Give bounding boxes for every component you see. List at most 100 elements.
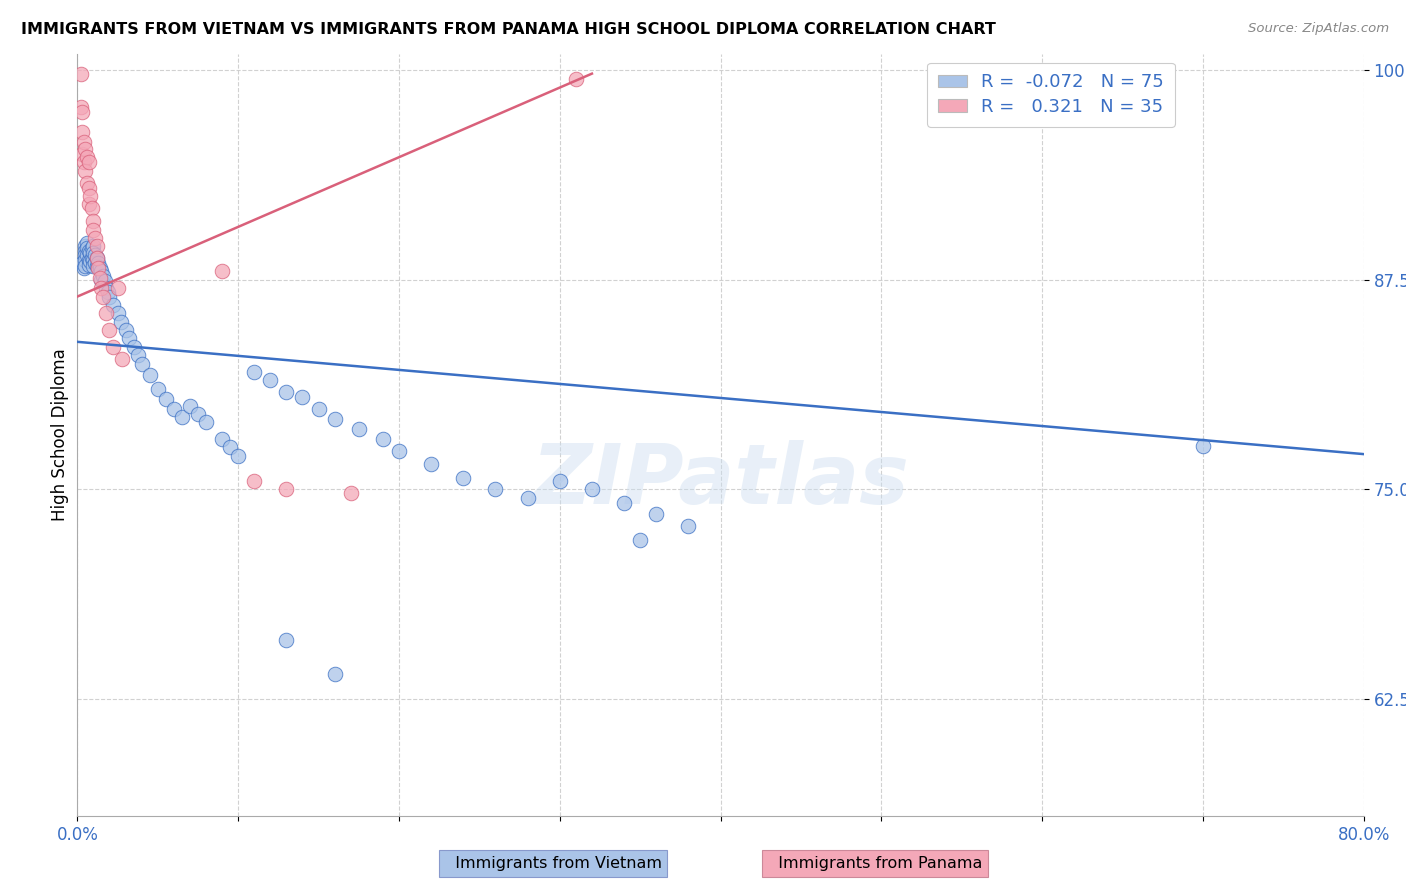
Point	[70, 256, 93, 270]
Point	[179, 399, 201, 413]
Point	[347, 422, 370, 436]
Point	[91, 269, 114, 284]
Point	[97, 285, 120, 299]
Point	[107, 306, 129, 320]
Point	[276, 483, 298, 497]
Point	[86, 251, 108, 265]
Point	[76, 151, 98, 165]
Point	[96, 306, 118, 320]
Text: IMMIGRANTS FROM VIETNAM VS IMMIGRANTS FROM PANAMA HIGH SCHOOL DIPLOMA CORRELATIO: IMMIGRANTS FROM VIETNAM VS IMMIGRANTS FR…	[21, 22, 995, 37]
Point	[107, 281, 129, 295]
Point	[77, 244, 100, 259]
Point	[645, 508, 668, 522]
Point	[75, 239, 97, 253]
Point	[111, 351, 134, 366]
Point	[77, 197, 100, 211]
Point	[678, 519, 700, 533]
Point	[91, 289, 114, 303]
Point	[82, 260, 104, 274]
Point	[194, 415, 217, 429]
Point	[93, 275, 115, 289]
Text: Immigrants from Panama: Immigrants from Panama	[768, 856, 983, 871]
Text: Immigrants from Vietnam: Immigrants from Vietnam	[444, 856, 662, 871]
Point	[76, 235, 98, 250]
Point	[187, 407, 209, 421]
Point	[73, 261, 96, 276]
Point	[581, 483, 603, 497]
Point	[70, 125, 93, 139]
Point	[70, 105, 93, 120]
Point	[101, 298, 124, 312]
Point	[69, 67, 91, 81]
Point	[276, 633, 298, 648]
Point	[84, 247, 107, 261]
Point	[516, 491, 538, 505]
Point	[69, 100, 91, 114]
Point	[628, 533, 651, 547]
Point	[73, 155, 96, 169]
Point	[80, 241, 103, 255]
Point	[96, 281, 118, 295]
Point	[323, 412, 346, 426]
Point	[388, 443, 411, 458]
Text: ZIPatlas: ZIPatlas	[531, 440, 910, 521]
Point	[243, 474, 266, 488]
Point	[77, 258, 100, 272]
Point	[75, 247, 97, 261]
Point	[339, 485, 361, 500]
Point	[87, 261, 110, 276]
Point	[90, 264, 112, 278]
Point	[73, 136, 96, 150]
Point	[98, 289, 121, 303]
Point	[89, 261, 111, 276]
Point	[75, 164, 97, 178]
Point	[79, 254, 101, 268]
Point	[371, 432, 394, 446]
Point	[79, 189, 101, 203]
Point	[101, 340, 124, 354]
Point	[76, 176, 98, 190]
Point	[308, 401, 330, 416]
Point	[86, 260, 108, 274]
Point	[226, 449, 249, 463]
Point	[453, 470, 475, 484]
Point	[84, 256, 107, 270]
Point	[613, 496, 636, 510]
Text: Source: ZipAtlas.com: Source: ZipAtlas.com	[1249, 22, 1389, 36]
Point	[90, 273, 112, 287]
Point	[98, 323, 121, 337]
Point	[118, 331, 141, 345]
Point	[76, 247, 98, 261]
Point	[82, 214, 104, 228]
Point	[259, 373, 281, 387]
Point	[82, 252, 104, 267]
Point	[75, 260, 97, 274]
Legend: R =  -0.072   N = 75, R =   0.321   N = 35: R = -0.072 N = 75, R = 0.321 N = 35	[927, 62, 1174, 127]
Point	[110, 315, 132, 329]
Point	[82, 239, 104, 253]
Point	[291, 390, 314, 404]
Point	[84, 231, 107, 245]
Point	[70, 147, 93, 161]
Point	[86, 251, 108, 265]
Point	[565, 71, 588, 86]
Point	[75, 252, 97, 267]
Point	[163, 401, 186, 416]
Point	[89, 271, 111, 285]
Point	[87, 256, 110, 270]
Point	[77, 180, 100, 194]
Point	[276, 385, 298, 400]
Point	[243, 365, 266, 379]
Point	[131, 357, 153, 371]
Point	[75, 142, 97, 156]
Point	[323, 666, 346, 681]
Point	[77, 155, 100, 169]
Point	[170, 410, 193, 425]
Point	[90, 281, 112, 295]
Point	[77, 252, 100, 267]
Point	[138, 368, 160, 383]
Point	[420, 457, 443, 471]
Point	[155, 392, 177, 406]
Point	[1192, 439, 1215, 453]
Point	[75, 244, 97, 259]
